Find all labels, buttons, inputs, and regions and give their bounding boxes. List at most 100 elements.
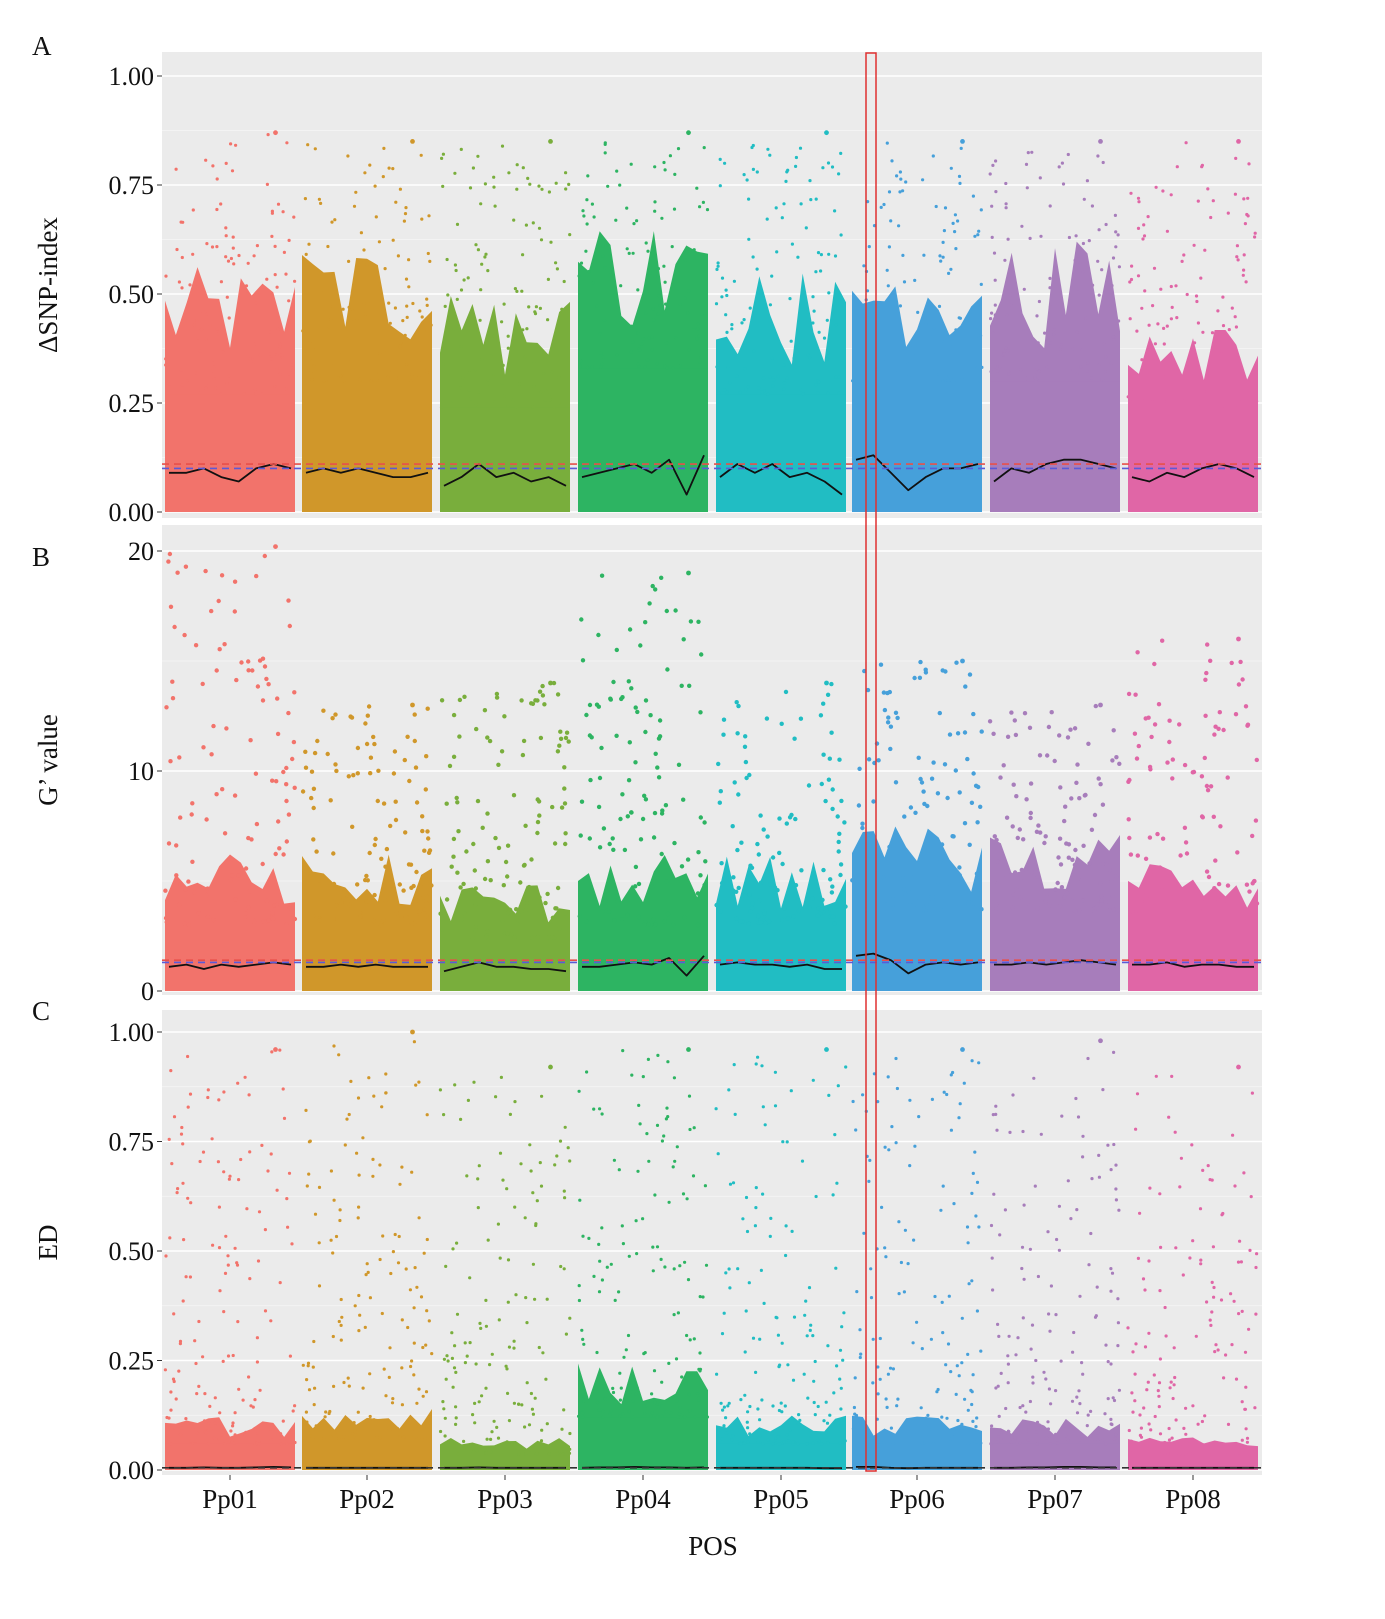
data-point [1137,227,1140,230]
data-point [429,883,433,887]
data-point [820,898,824,902]
data-point [628,627,632,631]
data-point [668,1201,671,1204]
data-point [1145,1388,1148,1391]
data-point [428,1319,431,1322]
data-point [204,893,208,897]
data-point [379,923,383,927]
data-point [288,239,291,242]
data-point [210,1427,213,1430]
data-point [930,777,934,781]
data-point [1199,1207,1202,1210]
data-point [1009,303,1012,306]
data-point [854,1128,857,1131]
data-point [229,142,232,145]
data-point [889,1367,892,1370]
data-point [696,1392,699,1395]
data-point [336,352,339,355]
data-point [1128,280,1131,283]
data-point [879,1378,882,1381]
data-point [643,1405,646,1408]
data-point [799,868,803,872]
data-point [947,1342,950,1345]
data-point [1140,307,1143,310]
data-point [510,1442,513,1445]
data-point [882,1441,885,1444]
data-point [1007,1381,1010,1384]
data-point [563,280,566,283]
data-point [1016,1336,1019,1339]
data-point [660,1401,663,1404]
data-point [1223,384,1226,387]
data-point [506,1440,509,1443]
data-point [802,392,805,395]
data-point [839,799,843,803]
data-point [340,1316,343,1319]
data-point [350,825,354,829]
data-point [685,1334,688,1337]
data-point [243,392,246,395]
data-point [508,1346,511,1349]
data-point [306,143,309,146]
data-point [851,379,854,382]
data-point [743,734,747,738]
data-point [581,209,584,212]
data-point [219,202,222,205]
data-point [658,734,662,738]
data-point [1188,381,1191,384]
data-point [1029,811,1033,815]
data-point [970,801,974,805]
data-point [578,274,581,277]
data-point [737,886,741,890]
data-point [292,216,295,219]
data-point [740,1442,743,1445]
data-point [479,1327,482,1330]
data-point [1165,400,1168,403]
data-point [628,1382,631,1385]
data-point [715,268,718,271]
data-point [1237,258,1240,261]
data-point [953,1430,956,1433]
data-point [1098,1176,1101,1179]
data-point [286,598,290,602]
data-point [424,901,428,905]
data-point [888,747,892,751]
data-point [345,893,349,897]
data-point [263,664,267,668]
data-point [630,325,633,328]
data-point [1026,186,1029,189]
data-point [287,299,290,302]
data-point [449,1442,452,1445]
data-point [665,667,669,671]
data-point [1244,397,1247,400]
data-point [226,382,229,385]
data-point [841,361,844,364]
data-point [1255,373,1258,376]
data-point [630,350,633,353]
data-point [532,361,535,364]
data-point [565,731,569,735]
data-point [200,328,203,331]
data-point [382,801,386,805]
data-point [1127,817,1131,821]
data-point [423,1252,426,1255]
data-point [1087,1263,1090,1266]
data-point [168,759,172,763]
data-point [1244,704,1248,708]
data-point [812,1079,815,1082]
data-point [799,717,803,721]
data-point [1043,332,1046,335]
data-point [1204,1444,1207,1447]
data-point [784,1404,787,1407]
data-point [1126,1326,1129,1329]
data-point [926,1414,929,1417]
data-point [514,907,518,911]
data-point [601,1416,604,1419]
data-point [328,1410,331,1413]
data-point [539,736,543,740]
data-point [427,252,430,255]
data-point [248,738,252,742]
data-point [726,1404,729,1407]
data-point [417,1388,420,1391]
data-point [384,899,388,903]
